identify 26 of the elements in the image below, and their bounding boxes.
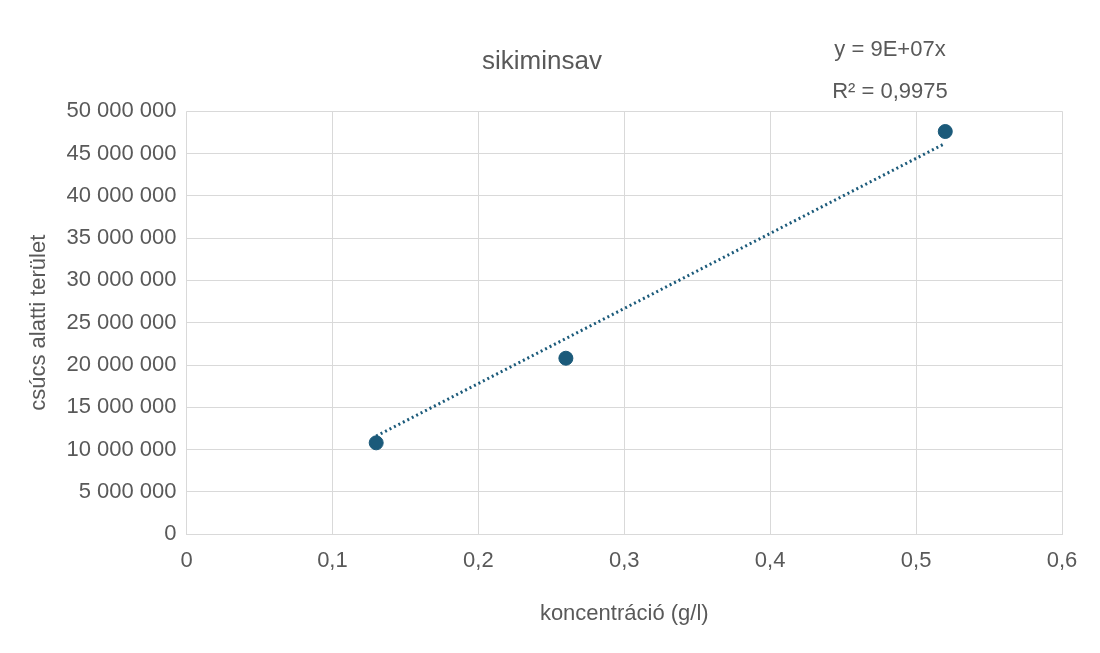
y-axis-title: csúcs alatti terület (25, 234, 51, 411)
y-tick-label: 40 000 000 (66, 181, 177, 207)
point (558, 350, 574, 366)
y-tick-label: 10 000 000 (66, 435, 177, 461)
chart-title: sikiminsav (482, 44, 602, 75)
x-axis-title: koncentráció (g/l) (539, 599, 709, 625)
point (937, 124, 953, 139)
text: y = 9E+07x (834, 36, 946, 62)
x-tick-label: 0,6 (1046, 547, 1078, 573)
y-tick-label: 25 000 000 (66, 308, 177, 334)
x-tick-label: 0 (180, 547, 193, 573)
y-tick-label: 20 000 000 (66, 351, 177, 377)
y-tick-label: 35 000 000 (66, 224, 177, 250)
y-tick-label: 5 000 000 (78, 477, 177, 503)
y-tick-label: 50 000 000 (66, 97, 177, 123)
x-tick-label: 0,5 (900, 547, 932, 573)
x-tick-label: 0,4 (754, 547, 786, 573)
x-tick-label: 0,1 (317, 547, 348, 573)
y-tick-label: 0 (164, 520, 177, 546)
x-tick-label: 0,2 (463, 547, 494, 573)
point (368, 435, 384, 451)
text: R² = 0,9975 (832, 78, 948, 104)
x-tick-label: 0,3 (608, 547, 640, 573)
y-tick-label: 30 000 000 (66, 266, 177, 292)
y-tick-label: 15 000 000 (66, 393, 177, 419)
y-tick-label: 45 000 000 (66, 139, 177, 165)
